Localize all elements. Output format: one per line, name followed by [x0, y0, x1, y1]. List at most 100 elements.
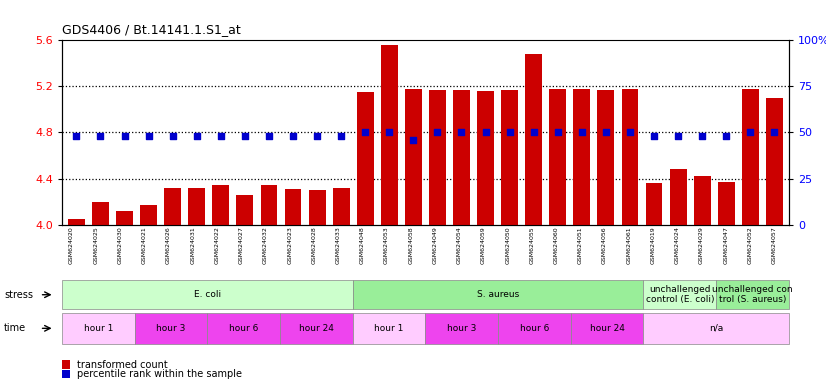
Text: GSM624052: GSM624052 — [748, 227, 752, 264]
Text: GSM624029: GSM624029 — [699, 227, 704, 265]
Bar — [501, 90, 518, 225]
Point — [600, 129, 613, 136]
Bar — [68, 219, 85, 225]
Point — [743, 129, 757, 136]
Text: GSM624059: GSM624059 — [481, 227, 486, 264]
Text: n/a: n/a — [709, 324, 724, 333]
Text: GSM624049: GSM624049 — [433, 227, 438, 265]
Point — [527, 129, 540, 136]
Text: hour 3: hour 3 — [156, 324, 186, 333]
Text: hour 24: hour 24 — [590, 324, 624, 333]
Text: GSM624032: GSM624032 — [263, 227, 268, 265]
Text: GSM624019: GSM624019 — [651, 227, 656, 264]
Text: GSM624025: GSM624025 — [93, 227, 98, 264]
Bar — [357, 92, 373, 225]
Text: GSM624028: GSM624028 — [311, 227, 316, 264]
Point — [406, 137, 420, 143]
Text: unchallenged con
trol (S. aureus): unchallenged con trol (S. aureus) — [712, 285, 793, 305]
Point — [575, 129, 588, 136]
Point — [455, 129, 468, 136]
Point — [624, 129, 637, 136]
Bar — [525, 54, 542, 225]
Bar — [333, 188, 349, 225]
Text: GSM624024: GSM624024 — [675, 227, 680, 265]
Bar — [766, 98, 783, 225]
Bar — [381, 45, 397, 225]
Text: hour 6: hour 6 — [520, 324, 549, 333]
Bar — [188, 188, 205, 225]
Point — [238, 133, 251, 139]
Text: hour 1: hour 1 — [374, 324, 404, 333]
Point — [287, 133, 300, 139]
Bar — [477, 91, 494, 225]
Bar — [236, 195, 254, 225]
Bar — [646, 183, 662, 225]
Bar — [285, 189, 301, 225]
Text: GSM624021: GSM624021 — [142, 227, 147, 264]
Point — [648, 133, 661, 139]
Bar — [549, 89, 566, 225]
Text: GSM624048: GSM624048 — [360, 227, 365, 264]
Text: GSM624031: GSM624031 — [190, 227, 195, 264]
Point — [94, 133, 107, 139]
Text: hour 1: hour 1 — [83, 324, 113, 333]
Text: GSM624027: GSM624027 — [239, 227, 244, 265]
Point — [768, 129, 781, 136]
Text: GSM624030: GSM624030 — [117, 227, 122, 264]
Point — [551, 129, 564, 136]
Bar — [309, 190, 325, 225]
Text: hour 3: hour 3 — [447, 324, 477, 333]
Point — [214, 133, 227, 139]
Bar — [694, 176, 710, 225]
Bar — [718, 182, 734, 225]
Point — [166, 133, 179, 139]
Text: stress: stress — [4, 290, 33, 300]
Point — [118, 133, 131, 139]
Bar — [621, 89, 638, 225]
Bar — [453, 90, 470, 225]
Point — [719, 133, 733, 139]
Text: GSM624056: GSM624056 — [602, 227, 607, 264]
Text: GSM624026: GSM624026 — [166, 227, 171, 264]
Text: GSM624053: GSM624053 — [384, 227, 389, 264]
Bar — [116, 211, 133, 225]
Point — [190, 133, 203, 139]
Text: E. coli: E. coli — [194, 290, 221, 299]
Bar — [573, 89, 591, 225]
Bar — [92, 202, 109, 225]
Text: unchallenged
control (E. coli): unchallenged control (E. coli) — [646, 285, 714, 305]
Text: transformed count: transformed count — [77, 359, 168, 369]
Point — [382, 129, 396, 136]
Text: GSM624058: GSM624058 — [408, 227, 413, 264]
Point — [335, 133, 348, 139]
Point — [142, 133, 155, 139]
Text: GDS4406 / Bt.14141.1.S1_at: GDS4406 / Bt.14141.1.S1_at — [62, 23, 240, 36]
Text: hour 24: hour 24 — [299, 324, 334, 333]
Bar — [742, 89, 759, 225]
Bar — [164, 188, 181, 225]
Text: GSM624023: GSM624023 — [287, 227, 292, 265]
Point — [695, 133, 709, 139]
Text: GSM624020: GSM624020 — [69, 227, 74, 264]
Text: GSM624022: GSM624022 — [215, 227, 220, 265]
Text: time: time — [4, 323, 26, 333]
Text: GSM624061: GSM624061 — [626, 227, 631, 264]
Text: GSM624057: GSM624057 — [771, 227, 776, 264]
Bar — [405, 89, 422, 225]
Bar — [140, 205, 157, 225]
Point — [431, 129, 444, 136]
Bar — [670, 169, 686, 225]
Point — [672, 133, 685, 139]
Bar — [597, 90, 615, 225]
Text: S. aureus: S. aureus — [477, 290, 520, 299]
Text: percentile rank within the sample: percentile rank within the sample — [77, 369, 242, 379]
Bar — [429, 90, 446, 225]
Text: GSM624050: GSM624050 — [506, 227, 510, 264]
Text: GSM624047: GSM624047 — [724, 227, 729, 265]
Point — [503, 129, 516, 136]
Text: hour 6: hour 6 — [229, 324, 259, 333]
Bar — [212, 185, 230, 225]
Text: GSM624033: GSM624033 — [335, 227, 340, 265]
Text: GSM624054: GSM624054 — [457, 227, 462, 264]
Point — [263, 133, 276, 139]
